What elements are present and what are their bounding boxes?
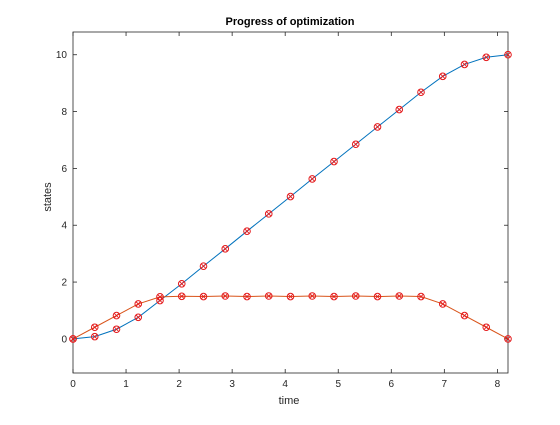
y-tick-label: 4 (61, 221, 67, 232)
data-point-s1 (112, 325, 121, 334)
data-point-s1 (243, 227, 251, 236)
chart-title: Progress of optimization (226, 16, 355, 28)
x-tick-label: 3 (229, 379, 235, 390)
data-point-s2 (134, 300, 143, 308)
data-point-s2 (395, 292, 404, 300)
data-point-s1 (351, 140, 360, 149)
data-point-s2 (482, 323, 491, 332)
data-point-s1 (482, 53, 491, 62)
data-point-s1 (221, 245, 230, 253)
x-tick-label: 7 (442, 379, 448, 390)
data-point-s1 (330, 157, 338, 166)
data-point-s2 (90, 323, 99, 332)
plot-area: 0 1 2 3 4 5 6 7 8 0 2 4 6 8 10 (56, 31, 512, 390)
data-point-s2 (264, 292, 273, 300)
x-tick-label: 2 (176, 379, 182, 390)
x-tick-label: 1 (123, 379, 129, 390)
data-point-s2 (156, 293, 164, 301)
data-point-s1 (177, 279, 186, 288)
data-point-s1 (308, 175, 317, 183)
y-tick-label: 10 (56, 50, 68, 61)
y-axis-label: states (42, 182, 54, 212)
x-tick-label: 6 (389, 379, 395, 390)
data-point-s1 (264, 210, 273, 218)
data-point-s1 (286, 192, 295, 201)
data-point-s2 (221, 292, 230, 300)
data-point-s2 (504, 335, 512, 343)
data-point-s2 (112, 311, 121, 320)
data-point-s1 (438, 72, 447, 81)
x-tick-label: 0 (70, 379, 76, 390)
data-point-s2 (199, 292, 208, 301)
data-point-s2 (177, 292, 186, 301)
data-point-s2 (243, 292, 251, 301)
x-tick-label: 8 (495, 379, 501, 390)
data-point-s2 (330, 292, 338, 301)
data-point-s1 (417, 88, 425, 97)
data-point-s2 (460, 311, 469, 320)
x-tick-label: 4 (282, 379, 288, 390)
y-tick-label: 6 (61, 164, 67, 175)
data-point-s1 (395, 105, 404, 114)
x-tick-label: 5 (335, 379, 341, 390)
data-point-s2 (286, 292, 295, 301)
data-point-s1 (460, 60, 469, 69)
x-axis-label: time (279, 395, 300, 407)
data-point-s1 (199, 262, 208, 270)
data-point-s1 (504, 50, 512, 59)
data-point-s2 (417, 292, 425, 301)
data-point-s2 (373, 292, 382, 301)
data-point-s2 (351, 292, 360, 300)
y-tick-label: 8 (61, 107, 67, 118)
data-point-s2 (438, 300, 447, 308)
data-point-s1 (134, 313, 143, 322)
data-point-s2 (308, 292, 317, 300)
y-tick-label: 2 (61, 278, 67, 289)
data-point-s1 (90, 332, 99, 341)
y-tick-label: 0 (61, 334, 67, 345)
data-point-s2 (69, 335, 77, 343)
axes-box (72, 31, 509, 374)
data-point-s1 (373, 123, 382, 131)
